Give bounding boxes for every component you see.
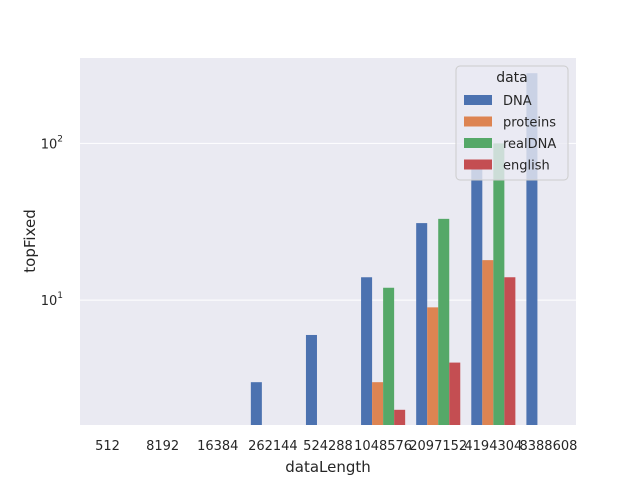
legend-label-english: english: [503, 159, 550, 174]
y-tick-label: 101: [41, 291, 63, 309]
x-tick-label: 512: [95, 439, 120, 454]
x-tick-label: 4194304: [464, 439, 522, 454]
legend-items: DNA proteins realDNA english: [464, 94, 556, 174]
legend-label-realdna: realDNA: [503, 137, 556, 152]
x-tick-label: 524288: [303, 439, 353, 454]
bar-dna-1048576: [361, 277, 373, 425]
bar-english-1048576: [394, 409, 406, 425]
legend-swatch-realdna: [464, 138, 492, 148]
x-tick-label: 1048576: [354, 439, 412, 454]
y-axis-label: topFixed: [21, 209, 39, 272]
legend-box: [455, 65, 569, 181]
legend-title: data: [496, 70, 528, 86]
bar-proteins-1048576: [372, 382, 384, 425]
x-tick-label: 8388608: [519, 439, 577, 454]
legend: data DNA proteins realDNA english: [455, 65, 569, 181]
bar-proteins-2097152: [427, 307, 439, 425]
legend-swatch-proteins: [464, 116, 492, 127]
x-axis-label: dataLength: [285, 458, 371, 476]
bars: [250, 73, 538, 426]
x-tick-label: 16384: [197, 439, 238, 454]
bar-dna-2097152: [416, 223, 428, 425]
bar-dna-524288: [305, 334, 317, 425]
bar-dna-262144: [250, 382, 262, 425]
bar-realdna-4194304: [493, 143, 505, 426]
legend-label-dna: DNA: [503, 94, 532, 109]
bar-english-2097152: [449, 362, 461, 425]
x-tick-label: 8192: [146, 439, 179, 454]
bar-english-4194304: [504, 277, 516, 425]
legend-swatch-english: [464, 159, 492, 170]
bar-realdna-2097152: [438, 218, 450, 425]
x-tick-label: 262144: [248, 439, 298, 454]
legend-label-proteins: proteins: [503, 116, 556, 131]
bar-realdna-1048576: [383, 287, 395, 425]
bar-dna-8388608: [526, 73, 538, 426]
x-tick-labels: 512 8192 16384 262144 524288 1048576209715241…: [95, 439, 577, 454]
legend-swatch-dna: [464, 95, 492, 105]
bar-dna-4194304: [471, 167, 483, 426]
bar-proteins-4194304: [482, 260, 494, 425]
y-tick-label: 102: [41, 134, 63, 152]
x-tick-label: 2097152: [409, 439, 467, 454]
y-tick-labels: 101 102: [41, 134, 63, 309]
